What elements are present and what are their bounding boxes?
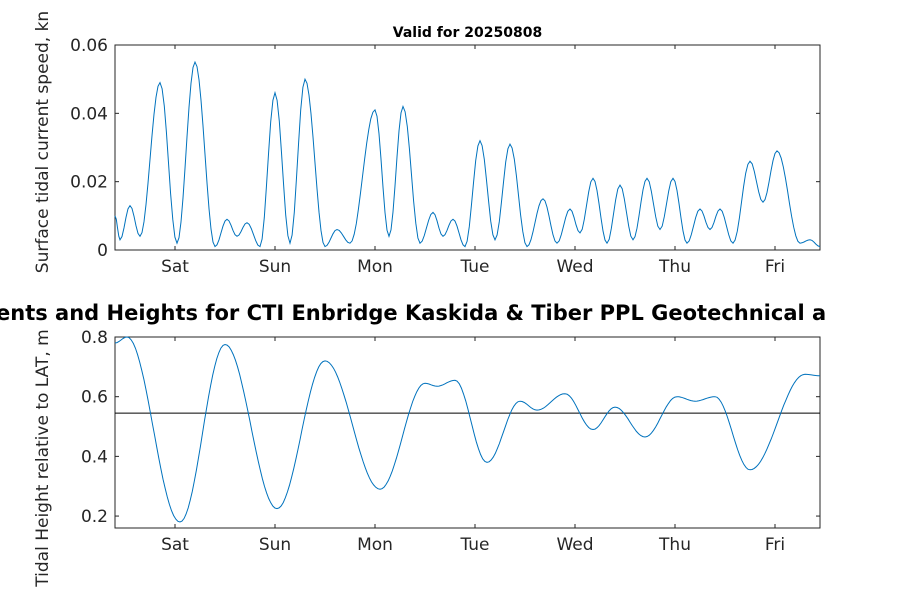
y-tick-label: 0.2 [81,507,108,527]
y-tick-label: 0.02 [70,173,108,193]
y-axis-label: Surface tidal current speed, kn [33,11,53,273]
chart-title: Valid for 20250808 [393,25,542,41]
plot-box [114,336,821,529]
x-tick-label: Thu [658,535,691,555]
y-tick-label: 0.8 [81,328,108,348]
surface-current-speed-chart: Sat Sun Mon Tue Wed Thu Fri 0 0.02 0.04 0.06 Valid … [33,11,821,277]
tidal-height-chart: Sat Sun Mon Tue Wed Thu Fri 0.2 0.4 0.6 0.8 Tidal H… [33,328,821,588]
y-tick-label: 0.4 [81,447,108,467]
x-tick-label: Sat [161,535,189,555]
x-tick-label: Sun [259,257,291,277]
x-tick-label: Wed [556,257,593,277]
y-tick-label: 0 [97,241,108,261]
x-tick-label: Tue [459,257,489,277]
x-tick-label: Fri [765,257,785,277]
x-tick-label: Tue [459,535,489,555]
y-tick-label: 0.04 [70,104,108,124]
x-tick-label: Fri [765,535,785,555]
x-tick-label: Wed [556,535,593,555]
y-tick-label: 0.06 [70,36,108,56]
x-tick-label: Thu [658,257,691,277]
x-tick-label: Sat [161,257,189,277]
y-tick-label: 0.6 [81,388,108,408]
x-tick-label: Mon [357,535,393,555]
x-tick-label: Mon [357,257,393,277]
tidal-height-curve [114,336,821,523]
plot-box [114,44,821,251]
figure-main-title: ents and Heights for CTI Enbridge Kaskid… [0,301,827,325]
y-axis-label: Tidal Height relative to LAT, m [33,329,53,587]
surface-current-speed-curve [114,60,821,248]
x-tick-label: Sun [259,535,291,555]
